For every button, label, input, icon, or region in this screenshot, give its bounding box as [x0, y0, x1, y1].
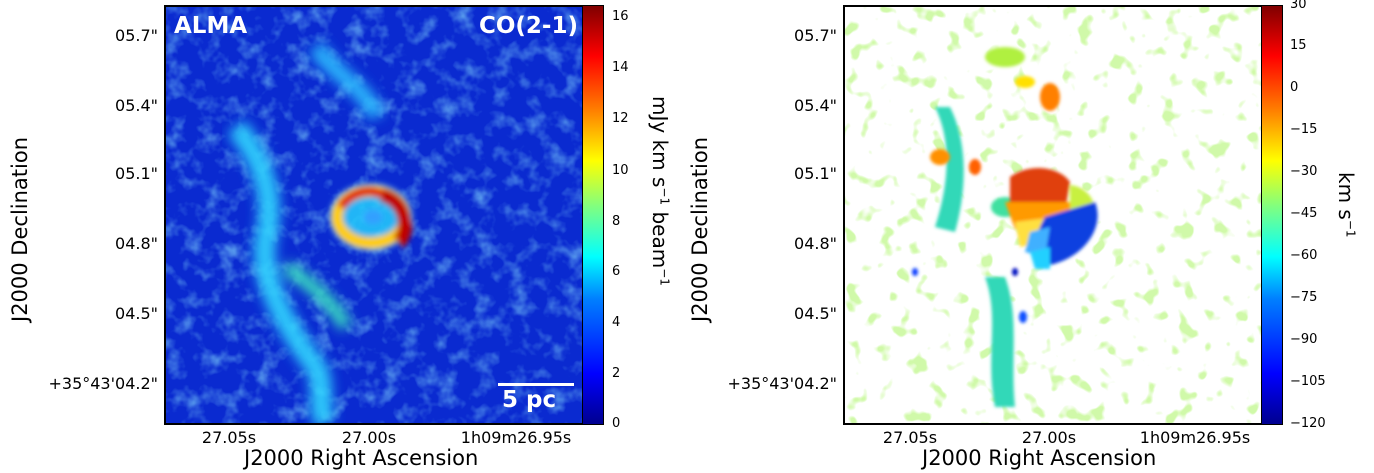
x-tick: 27.05s — [882, 428, 938, 447]
velocity-map — [843, 5, 1263, 425]
y-tick: +35°43'04.2" — [48, 374, 158, 393]
colorbar-tick: 16 — [612, 9, 629, 24]
y-tick: 04.8" — [794, 234, 837, 253]
colorbar-tick: 8 — [612, 214, 621, 229]
colorbar-tick: 0 — [1290, 80, 1299, 95]
colorbar-tick: −45 — [1290, 206, 1318, 221]
colorbar-tick: −90 — [1290, 332, 1318, 347]
x-tick: 27.00s — [1021, 428, 1077, 447]
y-tick: 05.4" — [115, 96, 158, 115]
x-tick: 27.00s — [341, 428, 397, 447]
telescope-label: ALMA — [174, 13, 248, 39]
y-tick: 05.1" — [794, 164, 837, 183]
colorbar-tick: 10 — [612, 163, 629, 178]
y-tick: 04.8" — [115, 234, 158, 253]
colorbar-tick: 15 — [1290, 38, 1307, 53]
intensity-map-image — [166, 7, 582, 423]
colorbar-tick: 14 — [612, 60, 629, 75]
colorbar-tick: −75 — [1290, 290, 1318, 305]
y-tick: 05.7" — [115, 26, 158, 45]
integrated-intensity-map: ALMA CO(2-1) 5 pc — [164, 5, 584, 425]
x-tick: 27.05s — [201, 428, 257, 447]
x-tick: 1h09m26.95s — [1139, 428, 1251, 447]
colorbar-tick: 6 — [612, 264, 621, 279]
y-axis-label-right: J2000 Declination — [688, 136, 712, 322]
colorbar-tick: −105 — [1290, 374, 1326, 389]
y-tick: 04.5" — [794, 304, 837, 323]
x-tick: 1h09m26.95s — [460, 428, 572, 447]
line-label: CO(2-1) — [478, 13, 578, 39]
y-tick: 04.5" — [115, 304, 158, 323]
colorbar-label: mJy km s−1 beam−1 — [648, 96, 672, 286]
velocity-map-image — [845, 7, 1261, 423]
colorbar-tick: −120 — [1290, 416, 1326, 431]
colorbar-tick: 2 — [612, 366, 621, 381]
intensity-colorbar — [582, 5, 604, 425]
colorbar-tick: −30 — [1290, 164, 1318, 179]
y-tick: 05.1" — [115, 164, 158, 183]
colorbar-tick: 30 — [1290, 0, 1307, 12]
y-tick: 05.7" — [794, 26, 837, 45]
x-axis-label-right: J2000 Right Ascension — [922, 446, 1157, 470]
y-tick: 05.4" — [794, 96, 837, 115]
scale-bar-label: 5 pc — [502, 387, 557, 413]
colorbar-tick: 4 — [612, 315, 621, 330]
y-axis-label: J2000 Declination — [8, 136, 32, 322]
colorbar-tick: 12 — [612, 111, 629, 126]
colorbar-tick: −60 — [1290, 248, 1318, 263]
velocity-colorbar — [1261, 5, 1283, 425]
x-axis-label: J2000 Right Ascension — [244, 446, 479, 470]
colorbar-tick: −15 — [1290, 122, 1318, 137]
colorbar-tick: 0 — [612, 416, 621, 431]
colorbar-label-right: km s−1 — [1334, 172, 1358, 238]
scale-bar — [498, 383, 574, 386]
y-tick: +35°43'04.2" — [727, 374, 837, 393]
